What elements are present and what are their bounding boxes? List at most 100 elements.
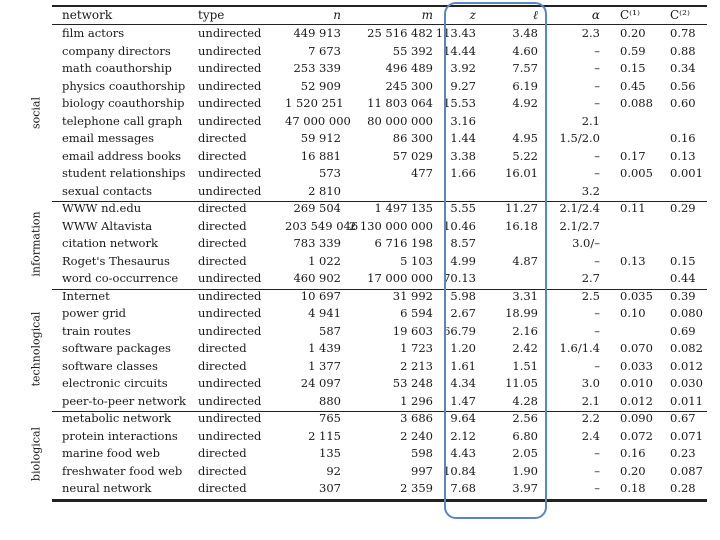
cell-type: undirected — [198, 78, 262, 93]
cell-l: 6.80 — [512, 428, 538, 443]
group-rule — [52, 201, 707, 202]
cell-type: undirected — [198, 166, 262, 180]
cell-l: 1.90 — [512, 463, 538, 478]
cell-alpha: – — [594, 323, 600, 338]
cell-c1: 0.070 — [620, 341, 653, 355]
cell-network: WWW nd.edu — [62, 201, 142, 215]
cell-z: 14.44 — [443, 43, 476, 58]
cell-c1: 0.035 — [620, 288, 653, 303]
cell-c1: 0.010 — [620, 376, 653, 390]
cell-m: 1 497 135 — [374, 201, 433, 215]
header-alpha: α — [591, 8, 600, 22]
cell-type: undirected — [198, 411, 262, 425]
cell-m: 19 603 — [392, 323, 433, 338]
cell-m: 6 716 198 — [374, 236, 433, 250]
cell-alpha: 2.1/2.7 — [559, 218, 600, 233]
cell-l: 3.97 — [512, 481, 538, 495]
cell-c2: 0.88 — [670, 43, 696, 58]
cell-z: 2.67 — [450, 306, 476, 320]
cell-n: 24 097 — [300, 376, 341, 390]
cell-z: 3.38 — [450, 148, 476, 163]
cell-m: 2 213 — [400, 358, 433, 373]
cell-l: 4.92 — [512, 96, 538, 110]
cell-type: directed — [198, 131, 247, 145]
group-rule — [52, 411, 707, 412]
cell-l: 5.22 — [512, 148, 538, 163]
cell-n: 449 913 — [293, 26, 341, 40]
cell-c1: 0.012 — [620, 393, 653, 408]
cell-n: 16 881 — [300, 148, 341, 163]
cell-m: 55 392 — [392, 43, 433, 58]
cell-network: WWW Altavista — [62, 218, 153, 233]
cell-z: 1.66 — [450, 166, 476, 180]
cell-network: email address books — [62, 148, 181, 163]
cell-type: undirected — [198, 271, 262, 285]
cell-c2: 0.28 — [670, 481, 696, 495]
cell-type: directed — [198, 148, 247, 163]
cell-m: 1 723 — [400, 341, 433, 355]
cell-z: 5.98 — [450, 288, 476, 303]
header-rule — [52, 24, 707, 25]
cell-n: 880 — [319, 393, 341, 408]
cell-z: 9.27 — [450, 78, 476, 93]
group-label-biological: biological — [29, 426, 43, 481]
cell-z: 5.55 — [450, 201, 476, 215]
cell-l: 18.99 — [505, 306, 538, 320]
cell-n: 253 339 — [293, 61, 341, 75]
cell-z: 3.16 — [450, 113, 476, 128]
cell-n: 587 — [319, 323, 341, 338]
cell-c2: 0.16 — [670, 131, 696, 145]
cell-n: 1 377 — [308, 358, 341, 373]
cell-l: 3.48 — [512, 26, 538, 40]
cell-c2: 0.13 — [670, 148, 696, 163]
cell-n: 1 520 251 — [285, 96, 344, 110]
cell-c1: 0.10 — [620, 306, 646, 320]
cell-z: 1.61 — [450, 358, 476, 373]
cell-type: undirected — [198, 376, 262, 390]
cell-m: 86 300 — [392, 131, 433, 145]
cell-l: 2.05 — [512, 446, 538, 460]
cell-l: 2.56 — [512, 411, 538, 425]
cell-type: directed — [198, 253, 247, 268]
group-label-technological: technological — [29, 311, 43, 387]
cell-alpha: – — [594, 481, 600, 495]
cell-c1 — [620, 183, 670, 200]
cell-l: 3.31 — [512, 288, 538, 303]
cell-c2: 0.44 — [670, 271, 696, 285]
group-rule — [52, 288, 707, 290]
cell-m: 245 300 — [385, 78, 433, 93]
cell-c2 — [670, 218, 710, 235]
cell-z: 1.44 — [450, 131, 476, 145]
cell-m — [345, 183, 433, 200]
cell-network: power grid — [62, 306, 126, 320]
cell-z: 4.99 — [450, 253, 476, 268]
cell-c1: 0.20 — [620, 463, 646, 478]
cell-n: 47 000 000 — [285, 113, 351, 128]
cell-c2: 0.69 — [670, 323, 696, 338]
highlight-box — [444, 2, 547, 519]
cell-l: 16.18 — [505, 218, 538, 233]
cell-alpha: 2.5 — [581, 288, 600, 303]
cell-network: neural network — [62, 481, 152, 495]
cell-l: 2.16 — [512, 323, 538, 338]
cell-c1: 0.16 — [620, 446, 646, 460]
cell-type: directed — [198, 218, 247, 233]
cell-m: 598 — [411, 446, 433, 460]
header-type: type — [198, 8, 225, 22]
cell-c1: 0.45 — [620, 78, 646, 93]
cell-type: directed — [198, 236, 247, 250]
cell-c2: 0.080 — [670, 306, 703, 320]
cell-network: email messages — [62, 131, 155, 145]
cell-z: 2.12 — [450, 428, 476, 443]
cell-z: 3.92 — [450, 61, 476, 75]
cell-n: 573 — [319, 166, 341, 180]
cell-c2: 0.001 — [670, 166, 703, 180]
header-network: network — [62, 8, 113, 22]
cell-l: 4.87 — [512, 253, 538, 268]
cell-network: biology coauthorship — [62, 96, 185, 110]
cell-m: 80 000 000 — [367, 113, 433, 128]
cell-network: word co-occurrence — [62, 271, 179, 285]
cell-m: 496 489 — [385, 61, 433, 75]
header-c1: C⁽¹⁾ — [620, 8, 640, 22]
cell-network: sexual contacts — [62, 183, 153, 198]
